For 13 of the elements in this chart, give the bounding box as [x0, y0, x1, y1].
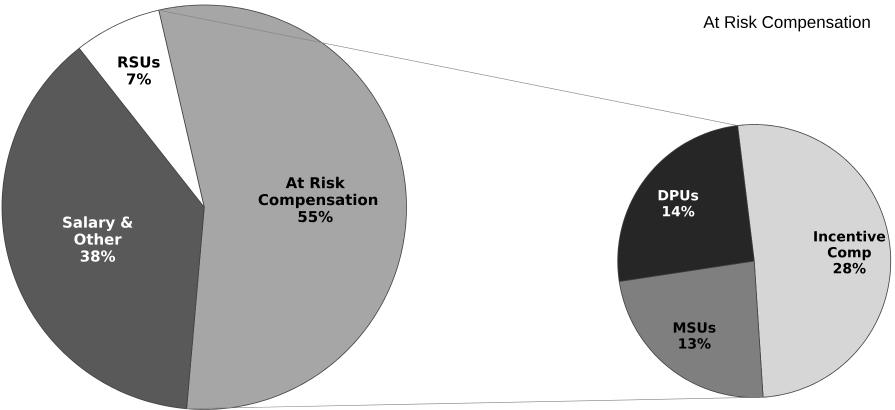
slice-label: Incentive Comp: [814, 230, 886, 260]
slice-label: Salary & Other: [63, 216, 133, 245]
slice-label: DPUs: [658, 190, 698, 201]
data-label: 14%: [662, 206, 694, 216]
data-label: 7%: [127, 73, 151, 85]
chart-title: At Risk Compensation: [703, 16, 870, 32]
slice-label: RSUs: [118, 56, 160, 68]
slice-label: MSUs: [674, 322, 716, 333]
slice-label: At Risk Compensation: [258, 176, 378, 208]
data-label: 28%: [834, 262, 866, 274]
data-label: 55%: [298, 210, 333, 222]
data-label: 13%: [679, 338, 711, 349]
data-label: 38%: [80, 250, 116, 262]
